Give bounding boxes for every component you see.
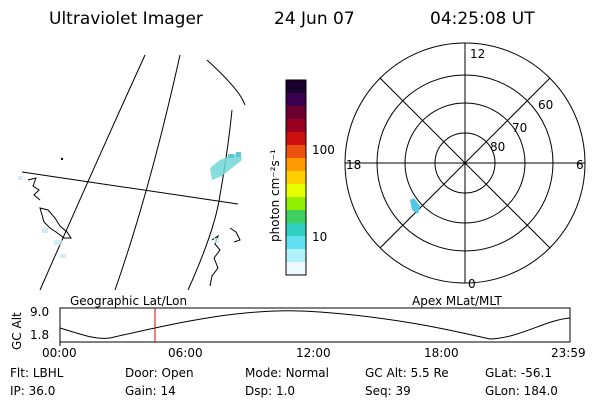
- app-title: Ultraviolet Imager: [49, 9, 203, 29]
- observation-time: 04:25:08 UT: [430, 9, 535, 29]
- colorbar-segment: [286, 93, 306, 107]
- time-tick-1200: 12:00: [296, 346, 331, 360]
- metadata-field: IP: 36.0: [10, 384, 55, 398]
- coastline-1: [27, 177, 41, 201]
- coastline-4: [229, 227, 241, 243]
- metadata-label: Gain:: [125, 384, 161, 398]
- metadata-label: Flt:: [10, 366, 33, 380]
- colorbar-segment: [286, 223, 306, 237]
- time-tick-2359: 23:59: [551, 346, 586, 360]
- metadata-label: GC Alt:: [365, 366, 411, 380]
- metadata-label: GLon:: [485, 384, 524, 398]
- polar-mlt-plot: [344, 42, 586, 284]
- polar-lat-60: 60: [538, 98, 554, 112]
- apex-label: Apex MLat/MLT: [412, 294, 502, 308]
- metadata-label: Seq:: [365, 384, 396, 398]
- metadata-value: LBHL: [32, 366, 64, 380]
- altitude-tick-low: 1.8: [30, 328, 50, 342]
- colorbar-segment: [286, 197, 306, 211]
- equator-line: [21, 171, 239, 205]
- colorbar-segment: [286, 80, 306, 94]
- polar-mlt-12: 12: [470, 47, 486, 61]
- metadata-value: 1.0: [275, 384, 296, 398]
- time-tick-0000: 00:00: [42, 346, 77, 360]
- metadata-value: 36.0: [28, 384, 56, 398]
- polar-mlt-18: 18: [346, 158, 362, 172]
- metadata-label: Dsp:: [245, 384, 276, 398]
- altitude-plot: [59, 307, 571, 346]
- colorbar-segment: [286, 210, 306, 224]
- altitude-tick-high: 9.0: [30, 305, 50, 319]
- polar-lat-70: 70: [512, 121, 528, 135]
- metadata-field: GLat: -56.1: [485, 366, 552, 380]
- colorbar-segment: [286, 262, 306, 276]
- colorbar-segment: [286, 249, 306, 263]
- metadata-field: Door: Open: [125, 366, 194, 380]
- coastline-2: [39, 207, 72, 239]
- aurora-emission: [210, 152, 242, 180]
- metadata-label: Mode:: [245, 366, 286, 380]
- colorbar-segment: [286, 236, 306, 250]
- altitude-axis-label: GC Alt: [10, 312, 24, 350]
- metadata-value: -56.1: [520, 366, 552, 380]
- colorbar-segment: [286, 171, 306, 185]
- colorbar-tick-10: 10: [312, 230, 328, 244]
- colorbar-border: [285, 79, 307, 276]
- metadata-label: GLat:: [485, 366, 521, 380]
- metadata-label: IP:: [10, 384, 29, 398]
- metadata-field: Mode: Normal: [245, 366, 329, 380]
- metadata-value: Open: [161, 366, 194, 380]
- colorbar-tick-100: 100: [312, 143, 335, 157]
- polar-mlt-6: 6: [576, 158, 584, 172]
- metadata-label: Door:: [125, 366, 162, 380]
- colorbar: [285, 79, 307, 276]
- coastline-3: [209, 234, 221, 287]
- time-tick-1800: 18:00: [424, 346, 459, 360]
- time-tick-0600: 06:00: [168, 346, 203, 360]
- metadata-value: 14: [160, 384, 176, 398]
- colorbar-unit-label: photon cm⁻²s⁻¹: [268, 149, 282, 242]
- metadata-field: Flt: LBHL: [10, 366, 63, 380]
- metadata-field: GC Alt: 5.5 Re: [365, 366, 449, 380]
- colorbar-segment: [286, 184, 306, 198]
- colorbar-segment: [286, 132, 306, 146]
- altitude-curve: [59, 310, 571, 340]
- colorbar-segment: [286, 106, 306, 120]
- metadata-value: 184.0: [523, 384, 558, 398]
- lon-arc-2: [187, 109, 233, 291]
- metadata-value: 5.5 Re: [410, 366, 449, 380]
- metadata-field: GLon: 184.0: [485, 384, 558, 398]
- lat-line-1: [39, 54, 146, 291]
- lon-arc-1: [206, 59, 246, 106]
- lat-line-2: [114, 54, 181, 291]
- colorbar-segment: [286, 119, 306, 133]
- colorbar-segment: [286, 145, 306, 159]
- colorbar-segment: [286, 158, 306, 172]
- polar-lat-80: 80: [490, 140, 506, 154]
- polar-mlt-0: 0: [468, 277, 476, 291]
- metadata-field: Gain: 14: [125, 384, 176, 398]
- metadata-field: Seq: 39: [365, 384, 411, 398]
- geographic-label: Geographic Lat/Lon: [70, 294, 188, 308]
- metadata-value: Normal: [285, 366, 329, 380]
- metadata-field: Dsp: 1.0: [245, 384, 295, 398]
- observation-date: 24 Jun 07: [274, 9, 355, 29]
- metadata-value: 39: [395, 384, 411, 398]
- polar-aurora: [410, 198, 420, 214]
- aurora-faint: [18, 176, 219, 258]
